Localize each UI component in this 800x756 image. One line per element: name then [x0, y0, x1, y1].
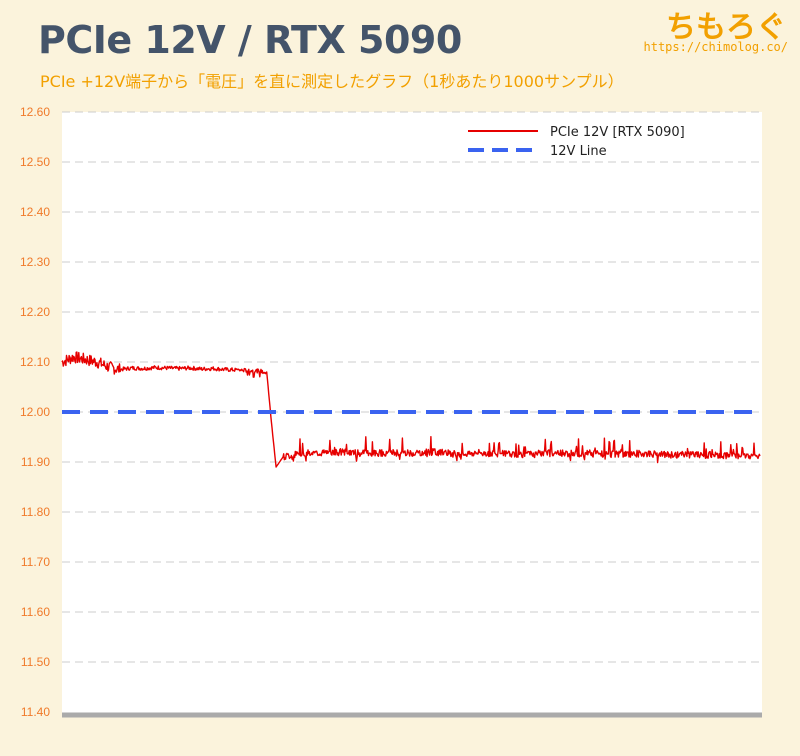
brand-url: https://chimolog.co/	[643, 40, 789, 54]
y-tick-label: 12.50	[20, 155, 50, 169]
y-tick-label: 12.40	[20, 205, 50, 219]
y-tick-label: 11.70	[21, 555, 50, 569]
y-tick-label: 11.60	[21, 605, 50, 619]
legend-label: 12V Line	[550, 144, 607, 159]
series-line-pcie-12v	[61, 351, 761, 468]
page-title: PCIe 12V / RTX 5090	[38, 18, 462, 62]
chart-subtitle: PCIe +12V端子から「電圧」を直に測定したグラフ（1秒あたり1000サンプ…	[40, 72, 624, 91]
y-tick-label: 11.80	[21, 505, 50, 519]
y-tick-label: 12.20	[20, 305, 50, 319]
y-tick-label: 11.90	[21, 455, 50, 469]
legend-label: PCIe 12V [RTX 5090]	[550, 125, 685, 140]
y-tick-label: 12.60	[20, 105, 50, 119]
y-tick-label: 12.10	[20, 355, 50, 369]
brand-logo: ちもろぐ	[666, 10, 786, 45]
y-tick-label: 12.00	[20, 405, 50, 419]
y-tick-label: 11.50	[21, 655, 50, 669]
plot-area	[62, 112, 762, 717]
y-tick-label: 12.30	[20, 255, 50, 269]
y-tick-label: 11.40	[21, 705, 50, 719]
